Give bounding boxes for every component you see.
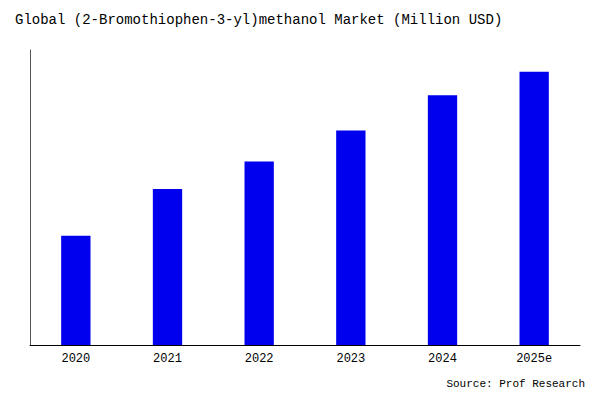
svg-text:Source: Prof Research: Source: Prof Research [446, 378, 585, 390]
svg-text:2023: 2023 [336, 352, 365, 366]
svg-text:2022: 2022 [245, 352, 274, 366]
svg-text:2024: 2024 [428, 352, 457, 366]
svg-text:2025e: 2025e [516, 352, 552, 366]
svg-text:2020: 2020 [61, 352, 90, 366]
svg-text:Global (2-Bromothiophen-3-yl)m: Global (2-Bromothiophen-3-yl)methanol Ma… [15, 12, 502, 28]
svg-text:2021: 2021 [153, 352, 182, 366]
